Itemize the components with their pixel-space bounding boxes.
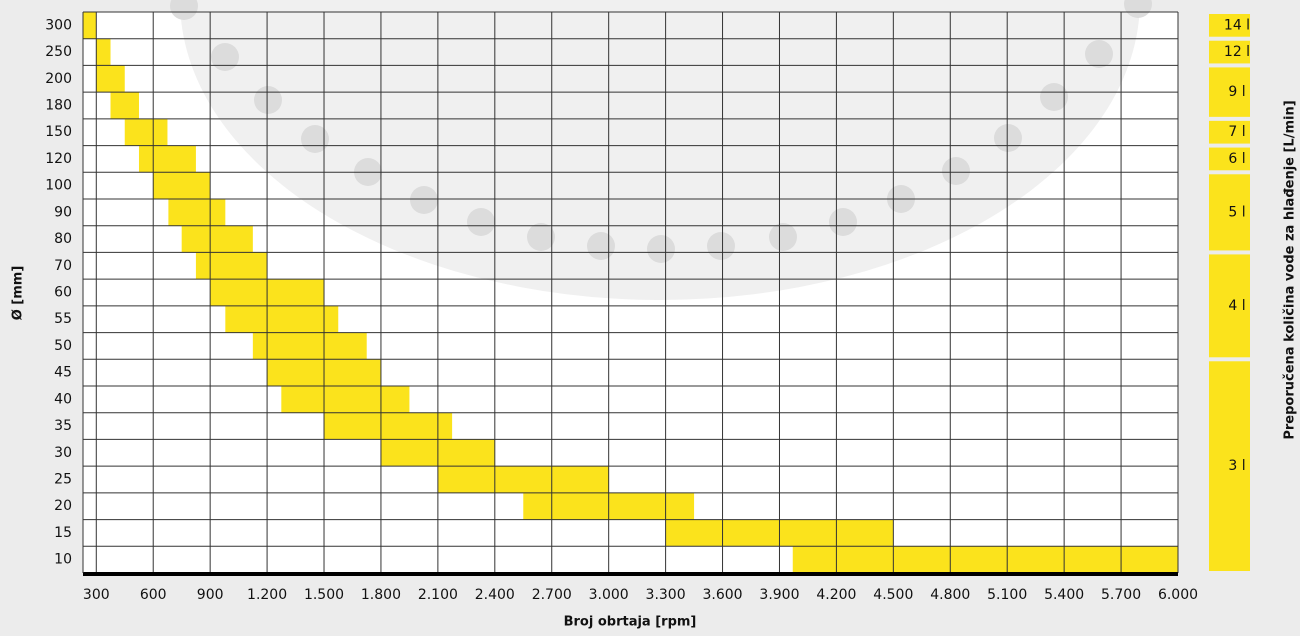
x-tick-label: 2.100 — [418, 587, 458, 603]
range-bar — [195, 252, 268, 280]
cooling-box — [1209, 14, 1250, 37]
y-tick-label: 55 — [54, 311, 72, 327]
range-bar — [110, 92, 139, 119]
x-axis-title: Broj obrtaja [rpm] — [564, 615, 697, 630]
x-tick-label: 1.800 — [361, 587, 401, 603]
x-tick-label: 3.600 — [702, 587, 742, 603]
x-tick-label: 3.000 — [589, 587, 629, 603]
y-tick-label: 100 — [45, 178, 72, 194]
x-tick-label: 5.400 — [1044, 587, 1084, 603]
y-tick-label: 180 — [45, 98, 72, 114]
x-tick-label: 1.200 — [247, 587, 287, 603]
y-tick-label: 250 — [45, 44, 72, 60]
y-tick-label: 15 — [54, 525, 72, 541]
x-tick-label: 6.000 — [1158, 587, 1198, 603]
y-tick-label: 30 — [54, 445, 72, 461]
x-tick-label: 1.500 — [304, 587, 344, 603]
y-tick-label: 40 — [54, 391, 72, 407]
x-tick-label: 900 — [197, 587, 224, 603]
y-tick-label: 120 — [45, 151, 72, 167]
y-tick-label: 150 — [45, 124, 72, 140]
x-tick-label: 5.100 — [987, 587, 1027, 603]
x-tick-label: 300 — [83, 587, 110, 603]
x-tick-label: 2.400 — [475, 587, 515, 603]
range-bar — [168, 199, 226, 226]
range-bar — [96, 38, 111, 66]
cooling-label: 6 l — [1228, 151, 1245, 167]
x-tick-label: 600 — [140, 587, 167, 603]
cooling-box — [1209, 147, 1250, 171]
cooling-box — [1209, 40, 1250, 64]
y-tick-label: 25 — [54, 472, 72, 488]
x-tick-label: 3.300 — [646, 587, 686, 603]
range-bar — [153, 172, 211, 199]
range-bar — [124, 118, 168, 146]
cooling-box — [1209, 120, 1250, 144]
x-tick-label: 4.200 — [816, 587, 856, 603]
x-tick-label: 3.900 — [759, 587, 799, 603]
y-tick-label: 80 — [54, 231, 72, 247]
cooling-label: 5 l — [1228, 204, 1245, 220]
x-tick-label: 2.700 — [532, 587, 572, 603]
y-tick-label: 45 — [54, 365, 72, 381]
y2-axis-title: Preporučena količina vode za hlađenje [L… — [1283, 100, 1298, 439]
y-tick-label: 20 — [54, 498, 72, 514]
y-tick-label: 10 — [54, 552, 72, 568]
range-bar — [437, 466, 609, 493]
x-tick-label: 4.800 — [930, 587, 970, 603]
range-bar — [792, 546, 1178, 573]
range-bar — [252, 332, 367, 360]
range-bar — [324, 412, 453, 440]
y-tick-label: 50 — [54, 338, 72, 354]
range-bar — [83, 12, 97, 39]
y-axis-title: Ø [mm] — [11, 266, 26, 321]
cooling-label: 7 l — [1228, 124, 1245, 140]
y-tick-label: 70 — [54, 258, 72, 274]
cooling-box — [1209, 361, 1250, 571]
y-tick-label: 35 — [54, 418, 72, 434]
y-tick-label: 60 — [54, 285, 72, 301]
cooling-box — [1209, 67, 1250, 117]
cooling-label: 4 l — [1228, 298, 1245, 314]
cooling-box — [1209, 174, 1250, 251]
cooling-label: 9 l — [1228, 84, 1245, 100]
cooling-label: 14 l — [1224, 17, 1250, 33]
cooling-label: 12 l — [1224, 44, 1250, 60]
cooling-label: 3 l — [1228, 458, 1245, 474]
y-tick-label: 300 — [45, 17, 72, 33]
y-tick-label: 90 — [54, 204, 72, 220]
y-tick-label: 200 — [45, 71, 72, 87]
x-tick-label: 4.500 — [873, 587, 913, 603]
range-bar — [225, 305, 339, 333]
x-tick-label: 5.700 — [1101, 587, 1141, 603]
cooling-box — [1209, 254, 1250, 358]
decor-arc — [180, 0, 1140, 300]
range-bar — [181, 225, 253, 253]
range-bar — [138, 145, 196, 173]
range-bar — [281, 386, 410, 413]
range-bar — [96, 65, 125, 93]
